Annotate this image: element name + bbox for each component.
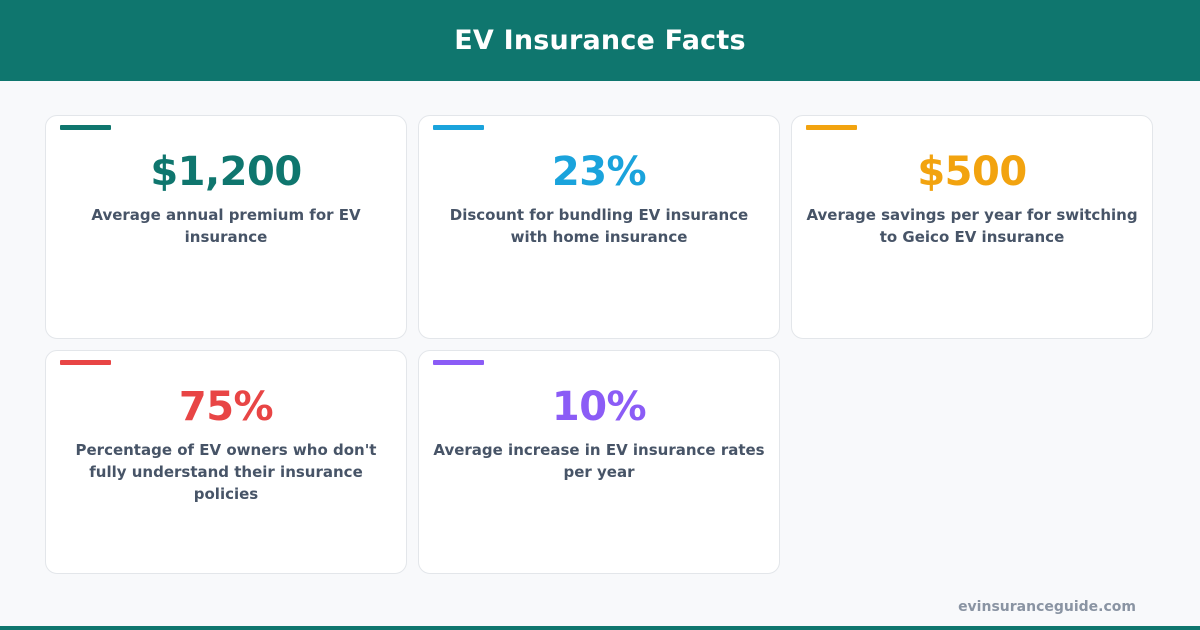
- fact-value: 23%: [551, 149, 647, 195]
- fact-value: 10%: [551, 384, 647, 430]
- header-banner: EV Insurance Facts: [0, 0, 1200, 81]
- fact-value: $1,200: [150, 149, 302, 195]
- fact-value: $500: [917, 149, 1027, 195]
- footer-bar: [0, 626, 1200, 630]
- fact-description: Average annual premium for EV insurance: [91, 206, 361, 246]
- card-accent-bar: [433, 125, 484, 130]
- card-accent-bar: [806, 125, 857, 130]
- card-accent-bar: [60, 360, 111, 365]
- card-accent-bar: [433, 360, 484, 365]
- fact-description: Percentage of EV owners who don't fully …: [75, 441, 377, 503]
- fact-card-bundling-discount: 23% Discount for bundling EV insurance w…: [418, 115, 780, 339]
- fact-description: Average increase in EV insurance rates p…: [433, 441, 765, 481]
- fact-description: Average savings per year for switching t…: [806, 206, 1138, 246]
- fact-value: 75%: [178, 384, 274, 430]
- fact-description: Discount for bundling EV insurance with …: [449, 206, 749, 246]
- fact-card-switching-savings: $500 Average savings per year for switch…: [791, 115, 1153, 339]
- fact-card-annual-premium: $1,200 Average annual premium for EV ins…: [45, 115, 407, 339]
- fact-card-policy-understanding: 75% Percentage of EV owners who don't fu…: [45, 350, 407, 574]
- page-title: EV Insurance Facts: [454, 25, 746, 56]
- site-url: evinsuranceguide.com: [958, 599, 1136, 615]
- card-accent-bar: [60, 125, 111, 130]
- fact-card-rate-increase: 10% Average increase in EV insurance rat…: [418, 350, 780, 574]
